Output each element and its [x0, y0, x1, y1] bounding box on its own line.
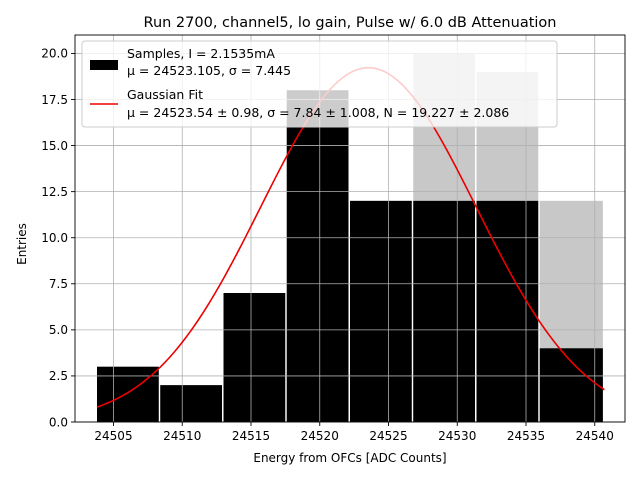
- histogram-bar: [539, 348, 603, 422]
- histogram-bar: [476, 200, 539, 422]
- x-tick-label: 24525: [369, 429, 407, 443]
- legend-samples-label: Samples, I = 2.1535mA: [127, 46, 275, 61]
- histogram-bar: [413, 200, 475, 422]
- y-axis-label: Entries: [15, 223, 29, 265]
- chart-title: Run 2700, channel5, lo gain, Pulse w/ 6.…: [144, 15, 557, 31]
- x-tick-label: 24535: [507, 429, 545, 443]
- y-tick-label: 10.0: [41, 231, 68, 245]
- histogram-bar: [160, 385, 222, 422]
- y-tick-label: 20.0: [41, 47, 68, 61]
- x-tick-label: 24505: [94, 429, 132, 443]
- x-tick-label: 24515: [232, 429, 270, 443]
- histogram-bar: [223, 293, 286, 422]
- plot-area: 24505 24510 24515 24520 24525 24530 24535 24540…: [41, 34, 626, 443]
- legend-fit-label: Gaussian Fit: [127, 87, 203, 102]
- y-tick-label: 17.5: [41, 93, 68, 107]
- histogram-bar: [97, 366, 159, 422]
- axes-frame: [74, 34, 626, 423]
- x-tick-label: 24520: [301, 429, 339, 443]
- x-tick-label: 24510: [163, 429, 201, 443]
- y-tick-label: 5.0: [49, 323, 68, 337]
- y-tick-label: 15.0: [41, 139, 68, 153]
- x-tick-label: 24530: [438, 429, 476, 443]
- x-tick-label: 24540: [576, 429, 614, 443]
- legend-samples-swatch: [90, 60, 118, 70]
- legend-box: [81, 40, 558, 128]
- legend-fit-stats: μ = 24523.54 ± 0.98, σ = 7.84 ± 1.008, N…: [127, 105, 509, 120]
- y-tick-label: 12.5: [41, 185, 68, 199]
- legend-samples-stats: μ = 24523.105, σ = 7.445: [127, 63, 291, 78]
- y-tick-label: 2.5: [49, 369, 68, 383]
- y-tick-label: 7.5: [49, 277, 68, 291]
- histogram-bar: [350, 200, 412, 422]
- x-axis-label: Energy from OFCs [ADC Counts]: [253, 451, 446, 465]
- y-tick-label: 0.0: [49, 415, 68, 429]
